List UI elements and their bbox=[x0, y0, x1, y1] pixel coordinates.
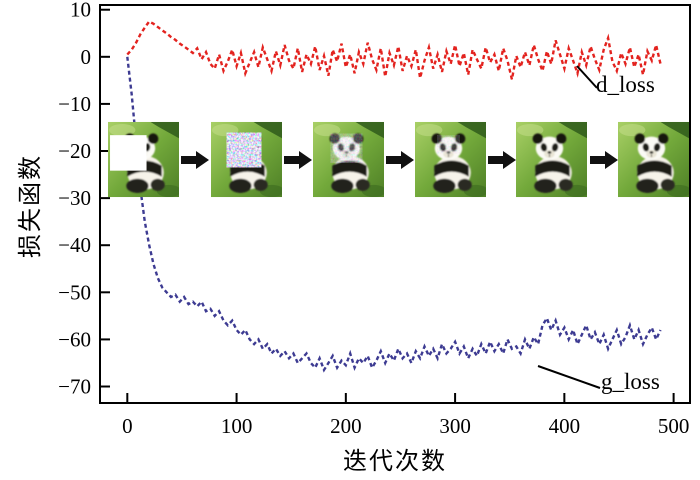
arrow-right-icon bbox=[590, 151, 618, 169]
panda-image-2-noise-fill bbox=[211, 121, 282, 198]
y-tick-label: 0 bbox=[81, 45, 92, 69]
panda-image-4-refined bbox=[415, 121, 486, 198]
arrow-right-icon bbox=[386, 151, 414, 169]
panda-image-3-coarse-restore bbox=[313, 121, 384, 198]
x-tick-label: 500 bbox=[658, 414, 690, 438]
mask-region bbox=[110, 135, 147, 171]
x-tick-label: 0 bbox=[122, 414, 133, 438]
x-tick-label: 300 bbox=[439, 414, 471, 438]
d_loss-curve bbox=[126, 19, 662, 80]
g-loss-label: g_loss bbox=[601, 369, 660, 394]
panda-image-5-near-final bbox=[516, 121, 587, 198]
x-tick-label: 400 bbox=[549, 414, 581, 438]
panda-image-1-masked bbox=[108, 121, 179, 198]
noise-region bbox=[332, 135, 361, 162]
y-tick-label: −30 bbox=[58, 186, 91, 210]
y-tick-label: 10 bbox=[70, 0, 91, 22]
x-tick-label: 100 bbox=[221, 414, 253, 438]
plot-border bbox=[99, 4, 691, 404]
d-loss-label: d_loss bbox=[596, 72, 655, 97]
x-axis-label: 迭代次数 bbox=[343, 449, 447, 475]
y-tick-label: −20 bbox=[58, 139, 91, 163]
noise-region bbox=[228, 134, 260, 166]
noise-region bbox=[438, 136, 459, 153]
y-tick-label: −70 bbox=[58, 375, 91, 399]
panda-image-6-final bbox=[618, 121, 689, 198]
y-tick-label: −10 bbox=[58, 92, 91, 116]
x-tick-label: 200 bbox=[330, 414, 362, 438]
y-tick-label: −50 bbox=[58, 280, 91, 304]
y-tick-label: −60 bbox=[58, 327, 91, 351]
g_loss-curve bbox=[126, 56, 662, 373]
arrow-right-icon bbox=[488, 151, 516, 169]
y-axis-label: 损失函数 bbox=[18, 154, 44, 258]
arrow-right-icon bbox=[181, 151, 209, 169]
y-tick-label: −40 bbox=[58, 233, 91, 257]
arrow-right-icon bbox=[284, 151, 312, 169]
